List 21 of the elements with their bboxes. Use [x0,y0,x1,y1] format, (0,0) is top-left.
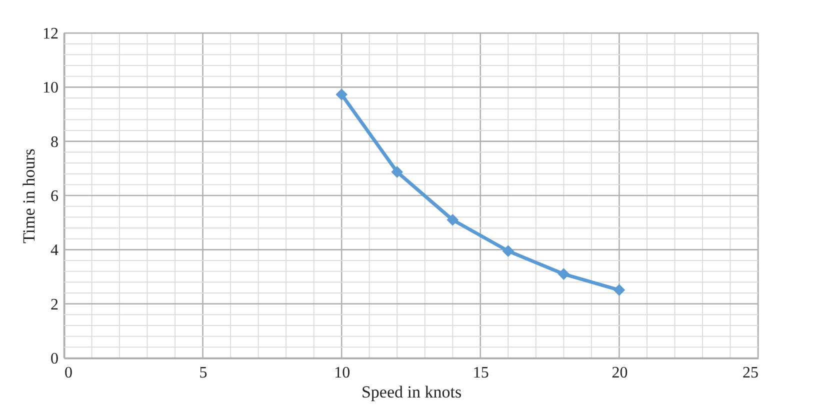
x-tick-label: 25 [742,364,758,382]
point [391,166,404,178]
x-tick-label: 15 [472,364,489,382]
y-tick-label: 2 [50,296,58,314]
point [558,268,570,280]
y-tick-label: 0 [50,350,58,368]
point [613,284,626,296]
y-tick-label: 12 [42,26,58,42]
y-axis-title: Time in hours [20,148,38,244]
y-tick-label: 4 [50,242,58,260]
point [502,245,514,257]
x-tick-label: 20 [612,364,628,382]
x-tick-label: 5 [199,364,208,382]
x-axis-title: Speed in knots [361,382,462,402]
point [336,88,348,100]
x-tick-label: 0 [64,364,72,382]
y-tick-label: 10 [42,80,58,97]
y-tick-label: 6 [50,188,58,205]
point [446,214,459,226]
y-tick-label: 8 [50,134,58,151]
x-tick-label: 10 [334,364,350,382]
